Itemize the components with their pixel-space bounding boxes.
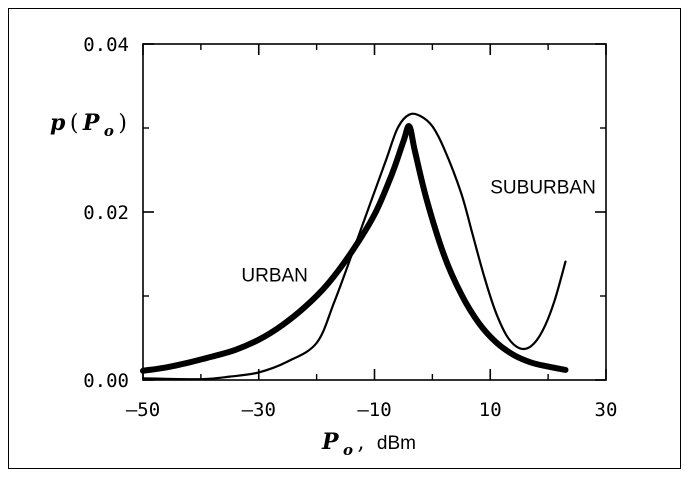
plot-frame	[142, 43, 607, 381]
y-tick-label: 0.04	[83, 34, 129, 56]
x-tick-label: –50	[126, 399, 160, 421]
annotations: SUBURBAN URBAN	[241, 178, 595, 287]
x-axis-label-sub: o	[343, 441, 353, 459]
annotation-suburban: SUBURBAN	[490, 178, 596, 199]
x-tick-label: –30	[242, 399, 276, 421]
curves	[140, 112, 569, 381]
y-axis-label-var: p	[50, 110, 66, 136]
y-tick-label: 0.00	[83, 370, 129, 392]
series-urban-line	[140, 123, 569, 374]
x-axis-label-comma: ,	[357, 430, 364, 455]
y-axis-label-open: (	[70, 111, 79, 136]
y-axis-label: p ( P o )	[50, 110, 127, 140]
tick-labels: –50 –30 –10 10 30 0.00 0.02 0.04	[83, 34, 617, 421]
minor-ticks	[143, 44, 606, 380]
y-axis-label-sub: o	[104, 122, 114, 140]
series-suburban-line	[141, 112, 567, 381]
annotation-urban: URBAN	[241, 266, 308, 287]
x-tick-label: 10	[479, 399, 502, 421]
figure-frame	[8, 8, 681, 469]
x-axis-label: P o , dBm	[321, 429, 416, 459]
x-axis-label-unit: dBm	[377, 433, 416, 454]
y-tick-label: 0.02	[83, 202, 129, 224]
x-axis-label-var: P	[321, 429, 340, 455]
x-tick-label: 30	[595, 399, 618, 421]
y-axis-label-inner: P	[82, 110, 101, 136]
y-axis-label-close: )	[118, 111, 127, 136]
x-tick-label: –10	[357, 399, 391, 421]
